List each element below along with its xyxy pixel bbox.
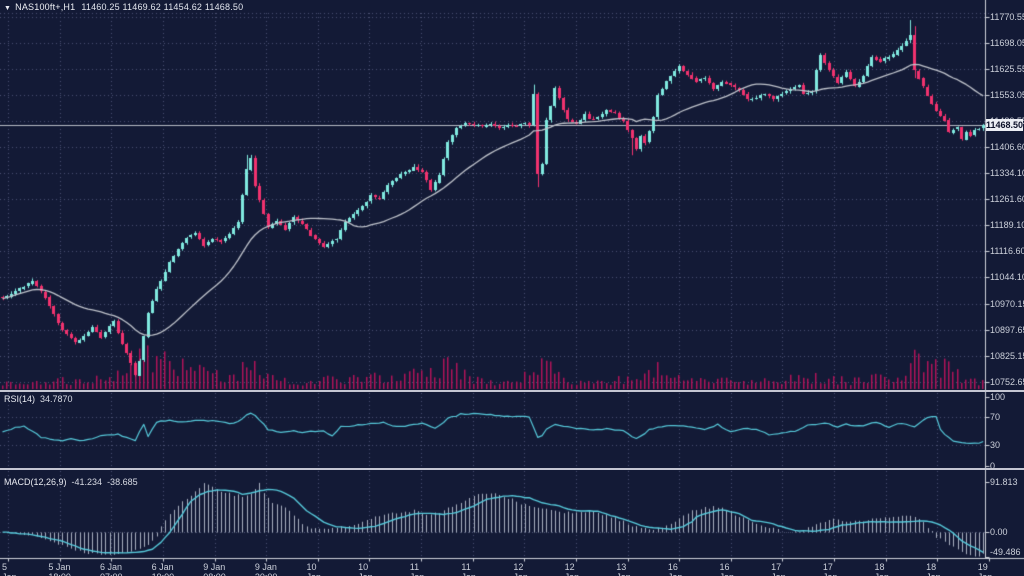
ohlc-readout: 11460.25 11469.62 11454.62 11468.50: [81, 2, 244, 12]
time-tick-label: 6 Jan 07:00: [99, 562, 123, 576]
panel-separator-rsi[interactable]: [0, 390, 1024, 392]
time-tick-label: 13 Jan 12:00: [616, 562, 631, 576]
time-tick-label: 18 Jan 19:00: [926, 562, 941, 576]
symbol-dropdown-icon[interactable]: ▼: [4, 5, 12, 12]
time-tick-label: 11 Jan 10:00: [409, 562, 425, 576]
rsi-name: RSI(14): [4, 394, 36, 404]
time-tick-label: 12 Jan 23:00: [564, 562, 580, 576]
time-tick-label: 9 Jan 08:00: [203, 562, 226, 576]
macd-main-value: -41.234: [71, 477, 103, 487]
time-tick-label: 10 Jan 21:00: [358, 562, 373, 576]
time-tick-label: 12 Jan 11:00: [513, 562, 528, 576]
time-tick-label: 16 Jan 13:00: [719, 562, 735, 576]
time-tick-label: 10 Jan 09:00: [306, 562, 322, 576]
macd-signal-value: -38.685: [107, 477, 138, 487]
time-tick-label: 17 Jan 18:00: [822, 562, 838, 576]
symbol-timeframe-label: NAS100ft+,H1: [15, 2, 76, 12]
time-tick-label: 17 Jan 06:00: [771, 562, 786, 576]
current-price-value: 11468.50: [986, 120, 1024, 130]
rsi-indicator-label: RSI(14) 34.7870: [4, 394, 73, 404]
macd-indicator-label: MACD(12,26,9) -41.234 -38.685: [4, 477, 138, 487]
chart-title: ▼ NAS100ft+,H1 11460.25 11469.62 11454.62 …: [4, 2, 243, 12]
time-tick-label: 18 Jan 07:00: [874, 562, 889, 576]
time-tick-label: 6 Jan 19:00: [151, 562, 175, 576]
time-tick-label: 16 Jan 01:00: [667, 562, 683, 576]
panel-separator-macd[interactable]: [0, 468, 1024, 470]
time-tick-label: 19 Jan 08:00: [977, 562, 993, 576]
time-tick-label: 5 Jan 18:00: [48, 562, 71, 576]
current-price-tag: 11468.50: [986, 119, 1023, 131]
macd-name: MACD(12,26,9): [4, 477, 67, 487]
time-tick-label: 5 Jan 2023: [2, 562, 17, 576]
time-tick-label: 11 Jan 22:00: [461, 562, 476, 576]
rsi-value: 34.7870: [40, 394, 73, 404]
time-tick-label: 9 Jan 20:00: [254, 562, 278, 576]
